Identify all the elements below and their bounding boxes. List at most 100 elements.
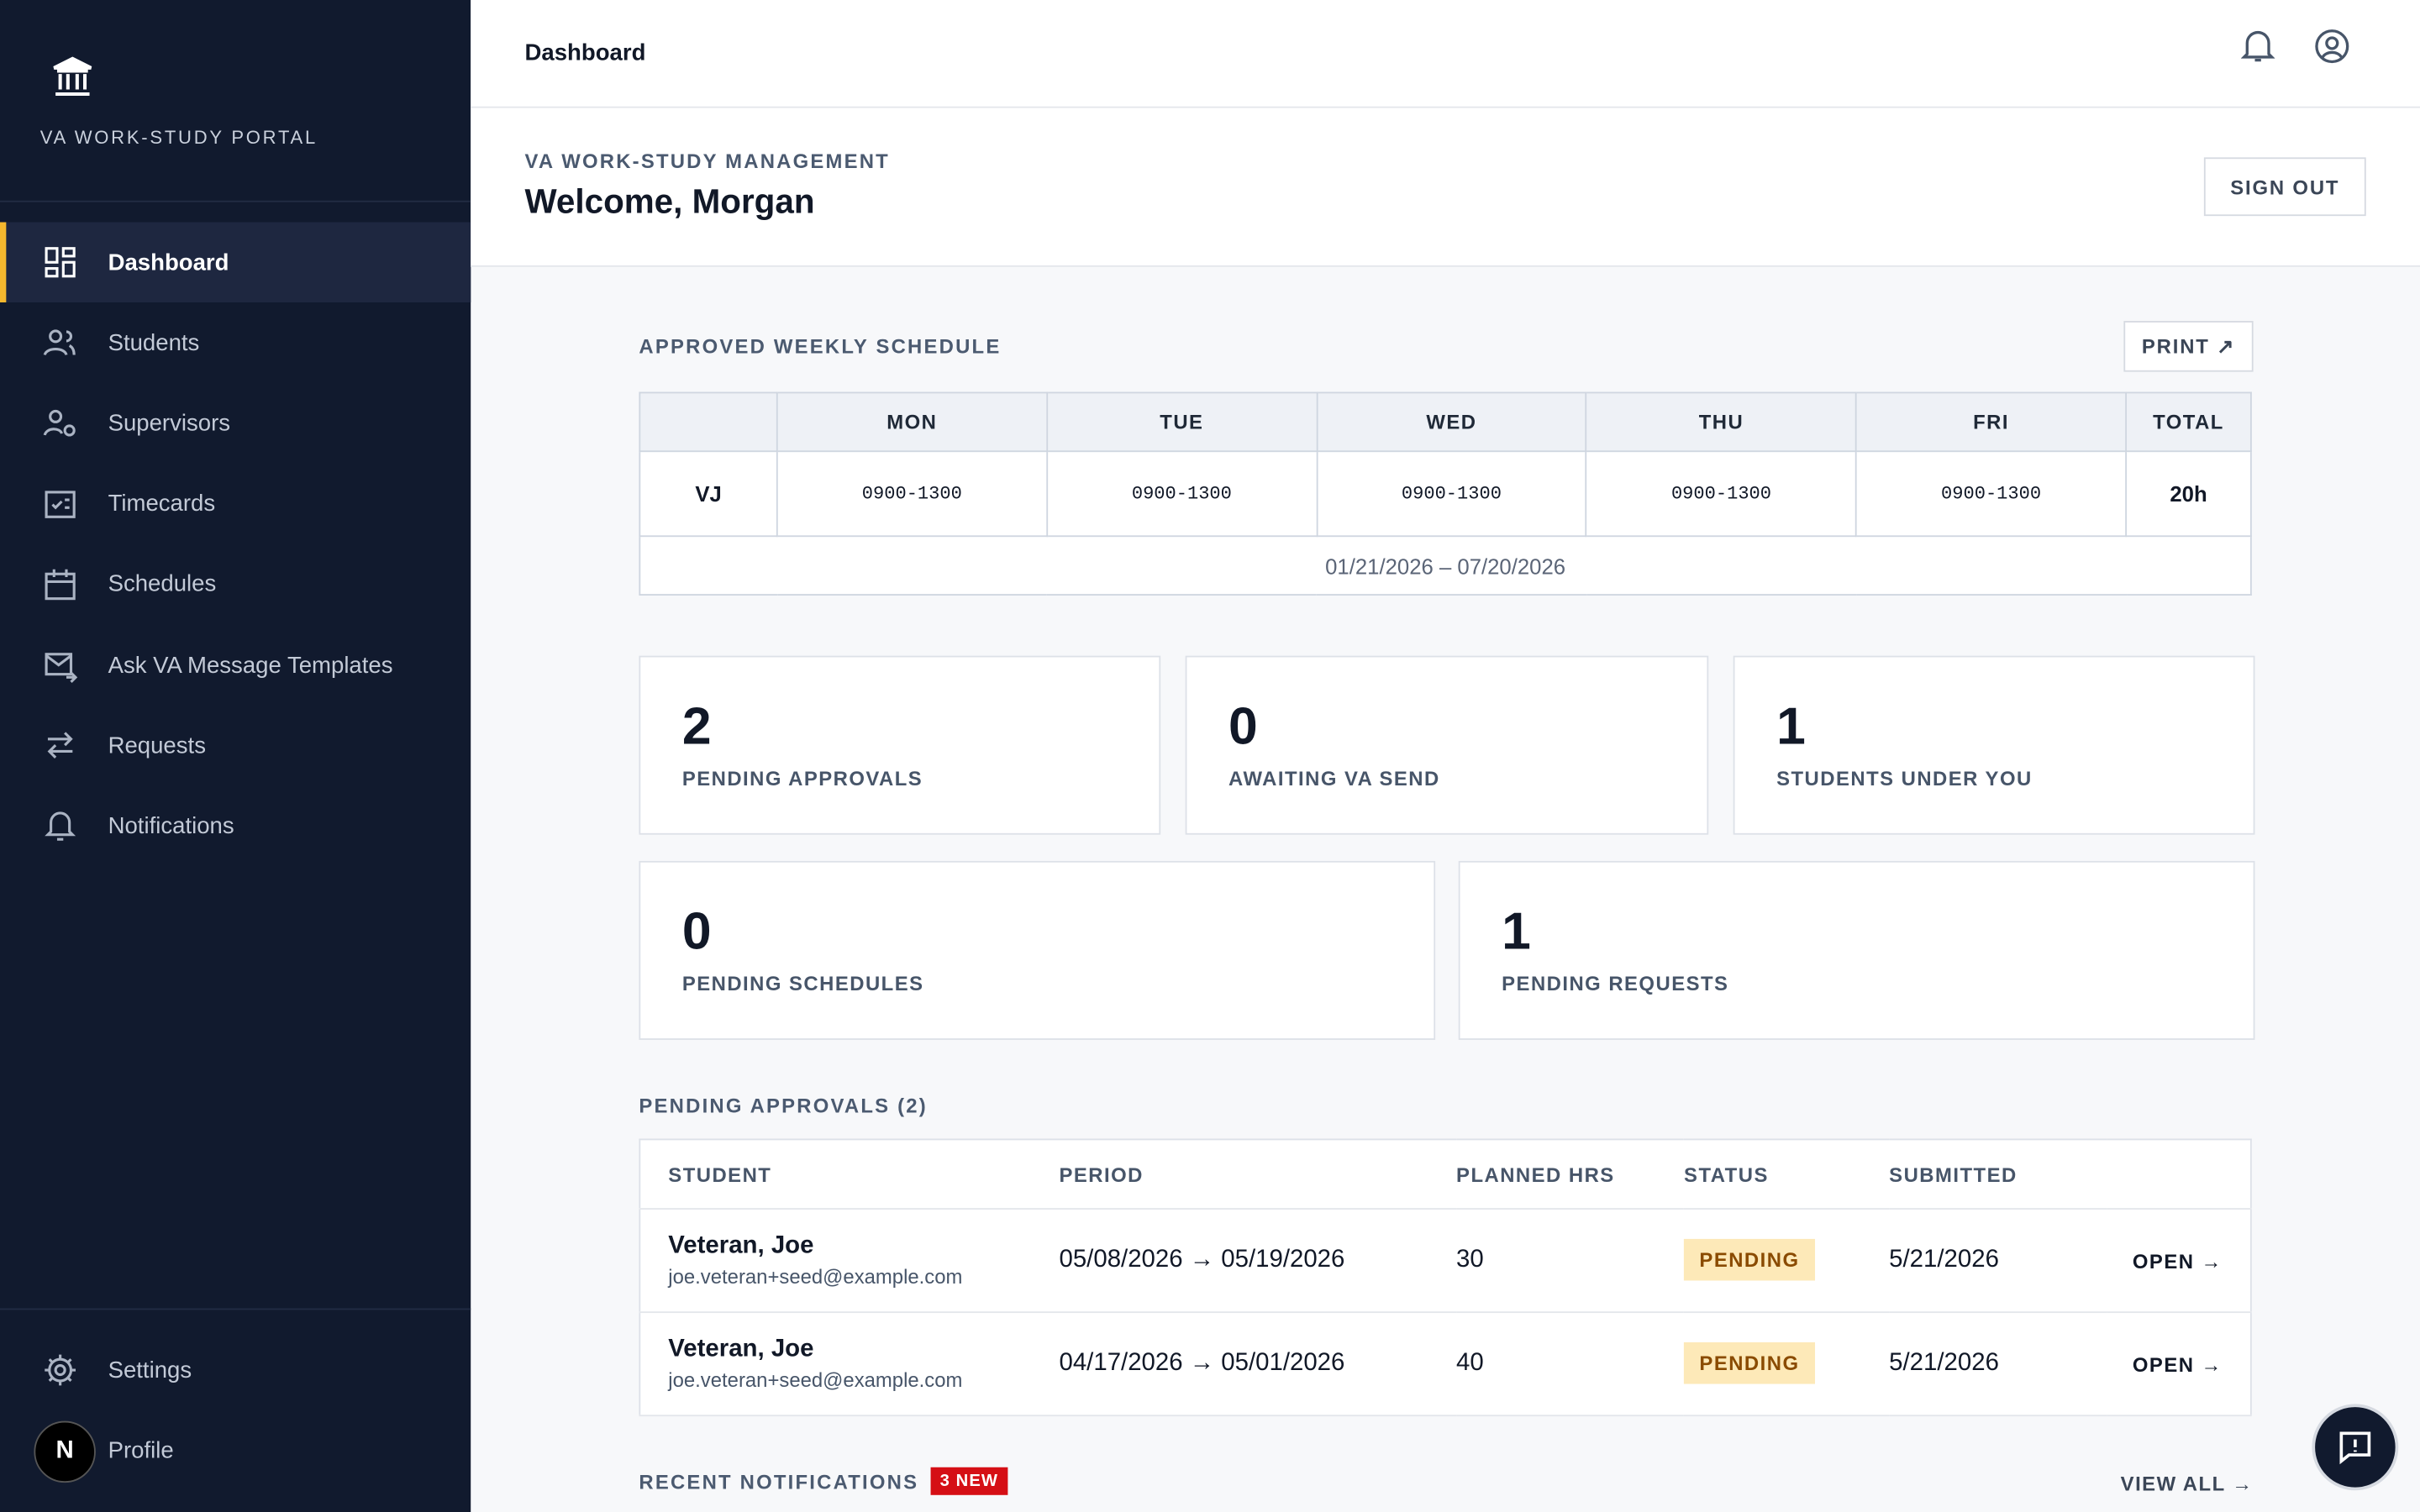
bell-icon[interactable]: [2240, 28, 2275, 65]
schedule-table: MON TUE WED THU FRI TOTAL VJ 0900-1300 0900-1300…: [639, 391, 2252, 596]
nav-item[interactable]: Timecards: [0, 464, 471, 544]
topbar: Dashboard: [471, 0, 2420, 108]
nav-item[interactable]: N Profile: [0, 1410, 471, 1491]
account-icon[interactable]: [2313, 28, 2350, 65]
column-header: FRI: [1855, 391, 2128, 453]
section-title: PENDING APPROVALS (2): [639, 1094, 928, 1117]
stat-value: 1: [1502, 902, 1531, 962]
nav-item[interactable]: Students: [0, 302, 471, 383]
new-badge: 3 NEW: [930, 1467, 1008, 1495]
approval-row: Veteran, Joe joe.veteran+seed@example.com…: [639, 1209, 2251, 1314]
page-title: Dashboard: [524, 39, 646, 66]
nav-icon: [45, 569, 76, 600]
sidebar: VA WORK-STUDY PORTAL Dashboard Students Su…: [0, 0, 471, 1512]
stat-value: 2: [681, 697, 712, 757]
section-title: APPROVED WEEKLY SCHEDULE: [639, 334, 1002, 359]
nav-item[interactable]: Notifications: [0, 786, 471, 867]
schedule-cell: 0900-1300: [1586, 450, 1857, 538]
status-cell: PENDING: [1684, 1312, 1890, 1417]
nav-icon: [47, 732, 73, 759]
date-range: 01/21/2026 – 07/20/2026: [639, 535, 2252, 596]
nav-label: Supervisors: [108, 410, 231, 437]
open-link[interactable]: OPEN →: [2106, 1209, 2251, 1314]
period: 05/08/2026 → 05/19/2026: [1059, 1209, 1457, 1314]
nav-item[interactable]: Dashboard: [0, 222, 471, 303]
nav-item[interactable]: Schedules: [0, 544, 471, 625]
logo: [53, 56, 92, 97]
column-header: STATUS: [1684, 1139, 1890, 1210]
stat-label: PENDING APPROVALS: [681, 766, 923, 790]
column-header: TUE: [1045, 391, 1318, 453]
nav-icon: [43, 410, 76, 438]
status-cell: PENDING: [1684, 1209, 1890, 1314]
planned-hours: 40: [1456, 1312, 1685, 1417]
avatar: N: [34, 1420, 96, 1483]
column-header: TOTAL: [2125, 391, 2252, 453]
nav-icon: [45, 653, 78, 683]
nav-item[interactable]: Supervisors: [0, 383, 471, 464]
column-header: SUBMITTED: [1889, 1139, 2107, 1210]
nav-icon: [43, 329, 76, 356]
approvals-table: STUDENT PERIOD PLANNED HRS STATUS SUBMITTED V…: [639, 1138, 2252, 1417]
schedule-cell: 0900-1300: [1315, 450, 1587, 538]
status-badge: PENDING: [1684, 1341, 1815, 1384]
print-button[interactable]: PRINT ↗: [2123, 321, 2254, 372]
schedule-cell: 0900-1300: [776, 450, 1048, 538]
planned-hours: 30: [1456, 1209, 1685, 1314]
stat-label: AWAITING VA SEND: [1228, 766, 1440, 790]
brand: VA WORK-STUDY PORTAL: [39, 126, 318, 149]
nav-item[interactable]: Ask VA Message Templates: [0, 625, 471, 706]
column-header: PLANNED HRS: [1456, 1139, 1685, 1210]
stat-card: 2 PENDING APPROVALS: [639, 655, 1161, 835]
corner-cell: [639, 391, 778, 453]
student-cell: Veteran, Joe joe.veteran+seed@example.com: [639, 1209, 1060, 1314]
column-header: STUDENT: [639, 1139, 1060, 1210]
schedule-row: VJ 0900-1300 0900-1300 0900-1300 0900-1300 09…: [639, 450, 2252, 538]
welcome: Welcome, Morgan: [524, 181, 815, 221]
header: VA WORK-STUDY MANAGEMENT Welcome, Morgan…: [471, 108, 2420, 267]
eyebrow: VA WORK-STUDY MANAGEMENT: [524, 150, 890, 173]
nav-icon: [45, 490, 76, 518]
nav-label: Timecards: [108, 491, 216, 517]
column-header: WED: [1315, 391, 1587, 453]
divider: [0, 200, 471, 202]
chat-button[interactable]: [2312, 1404, 2399, 1491]
schedule-cell: 0900-1300: [1855, 450, 2128, 538]
stat-value: 0: [1228, 697, 1258, 757]
nav-item[interactable]: Requests: [0, 706, 471, 786]
student-cell: Veteran, Joe joe.veteran+seed@example.com: [639, 1312, 1060, 1417]
stat-value: 1: [1776, 697, 1806, 757]
nav-label: Ask VA Message Templates: [108, 652, 393, 679]
nav-label: Requests: [108, 732, 206, 759]
submitted: 5/21/2026: [1889, 1312, 2107, 1417]
schedule-cell: 0900-1300: [1045, 450, 1318, 538]
stat-value: 0: [681, 902, 712, 962]
stat-card: 0 PENDING SCHEDULES: [639, 860, 1436, 1040]
sign-out-button[interactable]: SIGN OUT: [2203, 157, 2366, 217]
column-header: [2106, 1139, 2251, 1210]
status-badge: PENDING: [1684, 1238, 1815, 1281]
nav-label: Schedules: [108, 571, 217, 598]
student-name: Veteran, Joe: [668, 1232, 814, 1259]
submitted: 5/21/2026: [1889, 1209, 2107, 1314]
stat-label: PENDING SCHEDULES: [681, 972, 924, 995]
nav-label: Profile: [108, 1436, 174, 1464]
open-link[interactable]: OPEN →: [2106, 1312, 2251, 1417]
nav-icon: [45, 812, 76, 842]
view-all-link[interactable]: VIEW ALL →: [2120, 1472, 2254, 1495]
column-header: PERIOD: [1059, 1139, 1457, 1210]
nav-label: Students: [108, 329, 200, 356]
header-row: MON TUE WED THU FRI TOTAL: [639, 391, 2252, 453]
chat-icon: [2339, 1431, 2371, 1465]
divider: [0, 1308, 471, 1310]
student-name: Veteran, Joe: [668, 1336, 814, 1362]
nav-label: Settings: [108, 1357, 192, 1383]
nav-label: Dashboard: [108, 249, 229, 276]
nav-item[interactable]: Settings: [0, 1330, 471, 1410]
section-title: RECENT NOTIFICATIONS: [639, 1470, 919, 1494]
student-email: joe.veteran+seed@example.com: [668, 1368, 963, 1392]
range-row: 01/21/2026 – 07/20/2026: [639, 535, 2252, 596]
stat-label: STUDENTS UNDER YOU: [1776, 766, 2033, 790]
stat-card: 1 STUDENTS UNDER YOU: [1733, 655, 2255, 835]
